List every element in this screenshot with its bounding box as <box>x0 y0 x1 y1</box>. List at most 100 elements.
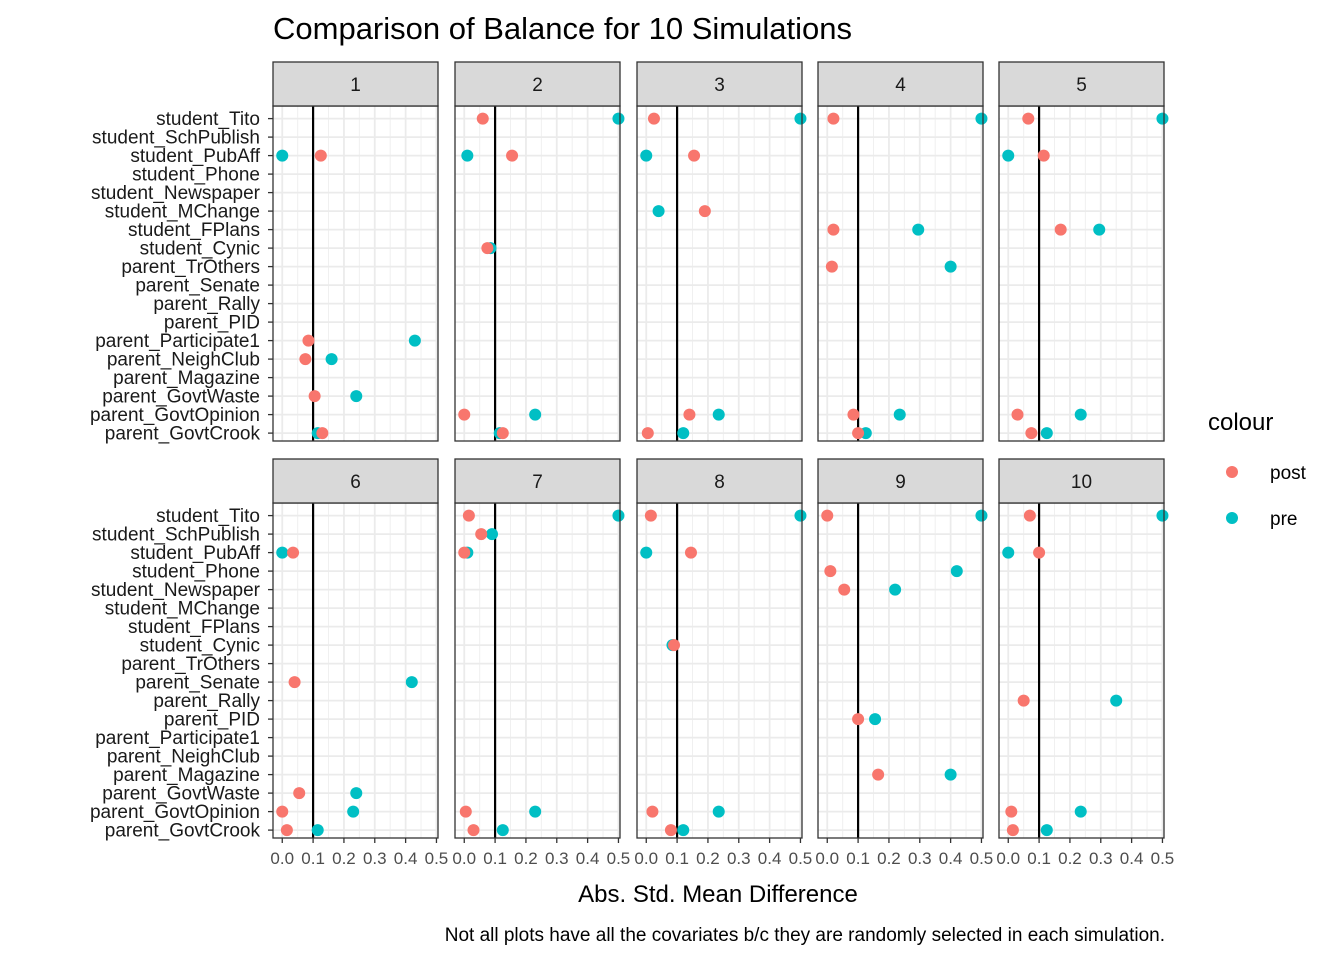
panel-6: 6student_Titostudent_SchPublishstudent_P… <box>90 458 448 868</box>
panel-background <box>818 503 983 838</box>
x-tick-label: 0.5 <box>1151 849 1175 868</box>
x-tick-label: 0.1 <box>846 849 870 868</box>
point-post <box>316 427 329 440</box>
point-pre <box>944 768 957 781</box>
x-tick-label: 0.4 <box>576 849 600 868</box>
x-tick-label: 0.0 <box>452 849 476 868</box>
panel-strip <box>636 458 803 504</box>
panel-strip-label: 8 <box>714 472 725 493</box>
x-tick-label: 0.3 <box>727 849 751 868</box>
y-tick-label: parent_GovtOpinion <box>90 802 260 823</box>
point-pre <box>461 149 474 162</box>
y-tick-label: parent_Participate1 <box>95 331 260 352</box>
panel-strip <box>998 61 1165 107</box>
y-tick-label: student_SchPublish <box>92 525 260 546</box>
panel-strip-label: 2 <box>532 75 543 96</box>
panel-4: 4 <box>817 61 988 442</box>
panel-strip-label: 6 <box>350 472 361 493</box>
point-pre <box>893 408 906 421</box>
point-pre <box>1156 509 1169 522</box>
legend-key-post <box>1226 466 1238 478</box>
panel-strip-label: 1 <box>350 75 361 96</box>
panel-2: 2 <box>454 61 625 442</box>
point-post <box>1023 509 1036 522</box>
y-tick-label: student_Newspaper <box>91 183 261 204</box>
y-tick-label: parent_GovtOpinion <box>90 405 260 426</box>
point-post <box>458 546 471 559</box>
point-pre <box>1156 112 1169 125</box>
point-pre <box>325 353 338 366</box>
point-post <box>287 546 300 559</box>
panel-background <box>637 503 802 838</box>
legend-title: colour <box>1208 409 1273 436</box>
panel-background <box>999 503 1164 838</box>
x-tick-label: 0.3 <box>908 849 932 868</box>
y-tick-label: student_PubAff <box>130 146 260 167</box>
point-post <box>641 427 654 440</box>
point-post <box>825 260 838 273</box>
point-post <box>293 787 306 800</box>
point-pre <box>975 112 988 125</box>
y-tick-label: student_Tito <box>156 109 260 130</box>
point-pre <box>408 334 421 347</box>
x-tick-label: 0.3 <box>363 849 387 868</box>
point-post <box>302 334 315 347</box>
point-post <box>644 509 657 522</box>
legend: colour post pre <box>1208 409 1307 530</box>
point-post <box>314 149 327 162</box>
point-pre <box>1093 223 1106 236</box>
panel-strip <box>636 61 803 107</box>
point-post <box>847 408 860 421</box>
legend-label-pre: pre <box>1270 509 1297 530</box>
panel-strip <box>454 61 621 107</box>
point-post <box>458 408 471 421</box>
point-pre <box>347 805 360 818</box>
x-tick-label: 0.3 <box>545 849 569 868</box>
panel-strip <box>272 61 439 107</box>
point-post <box>646 805 659 818</box>
panel-background <box>818 106 983 441</box>
panel-strip-label: 4 <box>895 75 906 96</box>
point-pre <box>712 805 725 818</box>
y-tick-label: parent_Senate <box>135 276 260 297</box>
panel-strip-label: 9 <box>895 472 906 493</box>
x-tick-label: 0.2 <box>696 849 720 868</box>
point-pre <box>405 676 418 689</box>
y-tick-label: parent_Rally <box>153 294 260 315</box>
point-pre <box>1074 805 1087 818</box>
y-tick-label: student_FPlans <box>128 617 260 638</box>
point-pre <box>640 546 653 559</box>
point-pre <box>1002 546 1015 559</box>
x-tick-label: 0.0 <box>270 849 294 868</box>
panel-strip <box>817 61 984 107</box>
point-pre <box>640 149 653 162</box>
panel-background <box>273 503 438 838</box>
point-post <box>684 546 697 559</box>
x-tick-label: 0.3 <box>1089 849 1113 868</box>
panels: 1 student_Tito student_SchPublish student_P… <box>90 61 1175 868</box>
point-post <box>1022 112 1035 125</box>
panel-strip-label: 7 <box>532 472 543 493</box>
point-post <box>827 112 840 125</box>
x-tick-label: 0.2 <box>332 849 356 868</box>
x-tick-label: 0.1 <box>301 849 325 868</box>
point-post <box>852 713 865 726</box>
point-pre <box>276 149 289 162</box>
y-tick-label: student_MChange <box>105 599 260 620</box>
x-tick-label: 0.4 <box>758 849 782 868</box>
y-tick-label: student_Cynic <box>140 636 260 657</box>
y-tick-label: parent_PID <box>164 710 260 731</box>
point-post <box>506 149 519 162</box>
y-tick-label: student_Phone <box>132 165 260 186</box>
panel-3: 3 <box>636 61 807 442</box>
point-post <box>467 824 480 837</box>
point-pre <box>912 223 925 236</box>
point-pre <box>350 390 363 403</box>
point-pre <box>311 824 324 837</box>
point-post <box>852 427 865 440</box>
point-pre <box>1074 408 1087 421</box>
point-post <box>824 565 837 578</box>
y-tick-label: parent_NeighClub <box>107 747 260 768</box>
point-post <box>280 824 293 837</box>
